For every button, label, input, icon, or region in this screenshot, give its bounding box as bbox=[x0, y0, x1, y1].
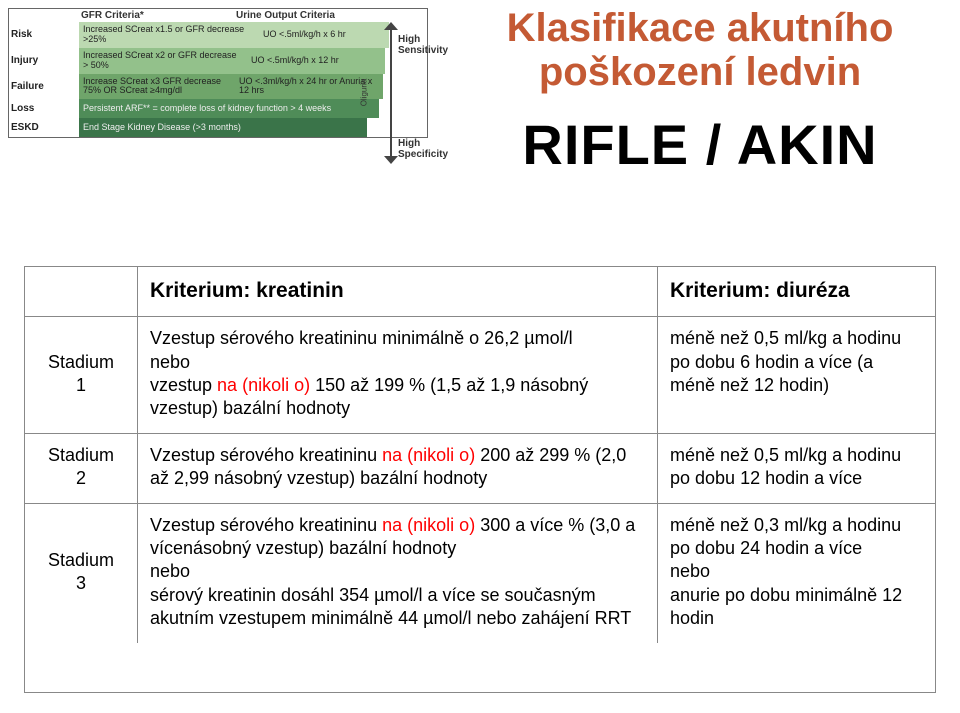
title-block: Klasifikace akutního poškození ledvin RI… bbox=[465, 6, 935, 177]
rifle-uo-cell: UO <.5ml/kg/h x 12 hr bbox=[247, 48, 385, 74]
header-creatinine: Kriterium: kreatinin bbox=[137, 267, 657, 316]
rifle-gfr-cell: Persistent ARF** = complete loss of kidn… bbox=[79, 99, 379, 118]
page-title: Klasifikace akutního poškození ledvin bbox=[465, 6, 935, 94]
arrow-up-icon bbox=[384, 22, 398, 30]
stage-cell: Stadium 2 bbox=[25, 434, 137, 503]
col-header-gfr: GFR Criteria* bbox=[79, 9, 234, 22]
rifle-label: Failure bbox=[9, 74, 79, 100]
top-area: GFR Criteria* Urine Output Criteria Risk… bbox=[0, 0, 960, 260]
criteria-row: Stadium 2 Vzestup sérového kreatininu na… bbox=[25, 433, 935, 503]
sensitivity-arrow-line bbox=[390, 28, 392, 158]
rifle-gfr-cell: Increased SCreat x1.5 or GFR decrease >2… bbox=[79, 22, 259, 48]
stage-cell: Stadium 1 bbox=[25, 317, 137, 433]
rifle-label: Risk bbox=[9, 22, 79, 48]
criteria-row: Stadium 1 Vzestup sérového kreatininu mi… bbox=[25, 316, 935, 433]
header-diuresis: Kriterium: diuréza bbox=[657, 267, 935, 316]
criteria-row: Stadium 3 Vzestup sérového kreatininu na… bbox=[25, 503, 935, 643]
diuresis-cell: méně než 0,5 ml/kg a hodinu po dobu 6 ho… bbox=[657, 317, 935, 433]
rifle-row-risk: Risk Increased SCreat x1.5 or GFR decrea… bbox=[9, 22, 427, 48]
high-specificity-label: High Specificity bbox=[398, 138, 448, 160]
oliguria-label: Oliguria bbox=[359, 79, 368, 107]
diuresis-cell: méně než 0,3 ml/kg a hodinu po dobu 24 h… bbox=[657, 504, 935, 643]
rifle-row-injury: Injury Increased SCreat x2 or GFR decrea… bbox=[9, 48, 427, 74]
rifle-gfr-cell: End Stage Kidney Disease (>3 months) bbox=[79, 118, 367, 137]
creatinine-cell: Vzestup sérového kreatininu na (nikoli o… bbox=[137, 504, 657, 643]
rifle-label: Injury bbox=[9, 48, 79, 74]
rifle-uo-cell: UO <.5ml/kg/h x 6 hr bbox=[259, 22, 389, 48]
acronym-heading: RIFLE / AKIN bbox=[465, 112, 935, 177]
rifle-label: Loss bbox=[9, 99, 79, 118]
criteria-table: Kriterium: kreatinin Kriterium: diuréza … bbox=[24, 266, 936, 693]
creatinine-cell: Vzestup sérového kreatininu na (nikoli o… bbox=[137, 434, 657, 503]
stage-cell: Stadium 3 bbox=[25, 504, 137, 643]
rifle-gfr-cell: Increased SCreat x2 or GFR decrease > 50… bbox=[79, 48, 247, 74]
arrow-down-icon bbox=[384, 156, 398, 164]
criteria-header-row: Kriterium: kreatinin Kriterium: diuréza bbox=[25, 267, 935, 316]
rifle-figure-header: GFR Criteria* Urine Output Criteria bbox=[9, 9, 427, 22]
rifle-row-eskd: ESKD End Stage Kidney Disease (>3 months… bbox=[9, 118, 427, 137]
creatinine-cell: Vzestup sérového kreatininu minimálně o … bbox=[137, 317, 657, 433]
rifle-gfr-cell: Increase SCreat x3 GFR decrease 75% OR S… bbox=[79, 74, 235, 100]
diuresis-cell: méně než 0,5 ml/kg a hodinu po dobu 12 h… bbox=[657, 434, 935, 503]
high-sensitivity-label: High Sensitivity bbox=[398, 34, 448, 56]
col-header-uo: Urine Output Criteria bbox=[234, 9, 389, 22]
rifle-pyramid-figure: GFR Criteria* Urine Output Criteria Risk… bbox=[8, 8, 428, 138]
rifle-label: ESKD bbox=[9, 118, 79, 137]
